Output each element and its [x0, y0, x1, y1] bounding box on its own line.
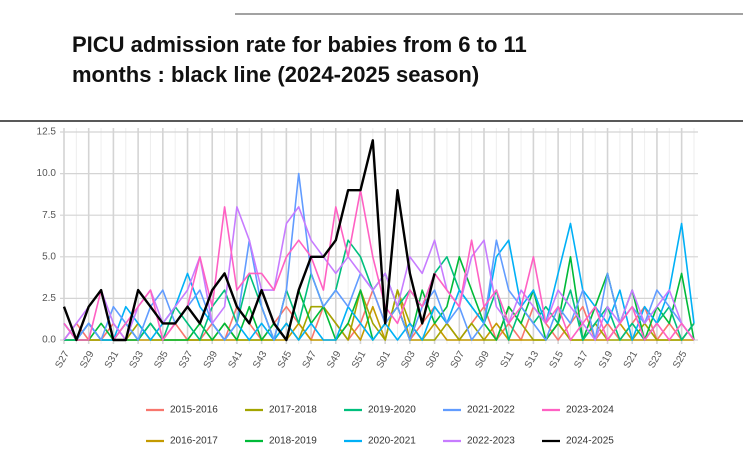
x-tick-label: S39: [202, 349, 221, 370]
x-tick-label: S07: [449, 349, 468, 370]
y-tick-label: 12.5: [37, 127, 57, 138]
legend-label: 2023-2024: [566, 405, 614, 416]
x-tick-label: S33: [128, 349, 147, 370]
y-tick-label: 0.0: [42, 335, 56, 346]
series-line: [63, 189, 695, 341]
x-tick-label: S35: [152, 349, 171, 370]
x-tick-label: S01: [375, 349, 394, 370]
x-tick-label: S31: [103, 349, 122, 370]
x-tick-label: S25: [671, 349, 690, 370]
x-tick-label: S05: [424, 349, 443, 370]
y-tick-label: 7.5: [42, 210, 56, 221]
x-tick-label: S29: [78, 349, 97, 370]
x-tick-label: S03: [399, 349, 418, 370]
series-line: [62, 139, 436, 342]
legend-label: 2022-2023: [467, 436, 515, 447]
y-tick-label: 5.0: [42, 251, 56, 262]
legend-label: 2018-2019: [269, 436, 317, 447]
x-tick-label: S41: [226, 349, 245, 370]
x-tick-label: S21: [622, 349, 641, 370]
x-tick-label: S49: [325, 349, 344, 370]
legend-label: 2021-2022: [467, 405, 515, 416]
legend-label: 2016-2017: [170, 436, 218, 447]
x-tick-label: S15: [548, 349, 567, 370]
x-tick-label: S37: [177, 349, 196, 370]
legend-label: 2015-2016: [170, 405, 218, 416]
chart-title: PICU admission rate for babies from 6 to…: [72, 32, 527, 57]
x-tick-label: S47: [301, 349, 320, 370]
legend-label: 2019-2020: [368, 405, 416, 416]
x-tick-label: S23: [646, 349, 665, 370]
legend-label: 2020-2021: [368, 436, 416, 447]
x-tick-label: S45: [276, 349, 295, 370]
legend-label: 2017-2018: [269, 405, 317, 416]
x-tick-label: S13: [523, 349, 542, 370]
x-tick-label: S09: [473, 349, 492, 370]
x-tick-label: S17: [572, 349, 591, 370]
x-tick-label: S19: [597, 349, 616, 370]
legend-label: 2024-2025: [566, 436, 614, 447]
chart-title: months : black line (2024-2025 season): [72, 62, 479, 87]
x-tick-label: S11: [499, 349, 517, 370]
y-tick-label: 10.0: [37, 168, 57, 179]
x-tick-label: S43: [251, 349, 270, 370]
y-tick-label: 2.5: [42, 293, 56, 304]
x-tick-label: S51: [350, 349, 369, 370]
x-tick-label: S27: [53, 349, 72, 370]
